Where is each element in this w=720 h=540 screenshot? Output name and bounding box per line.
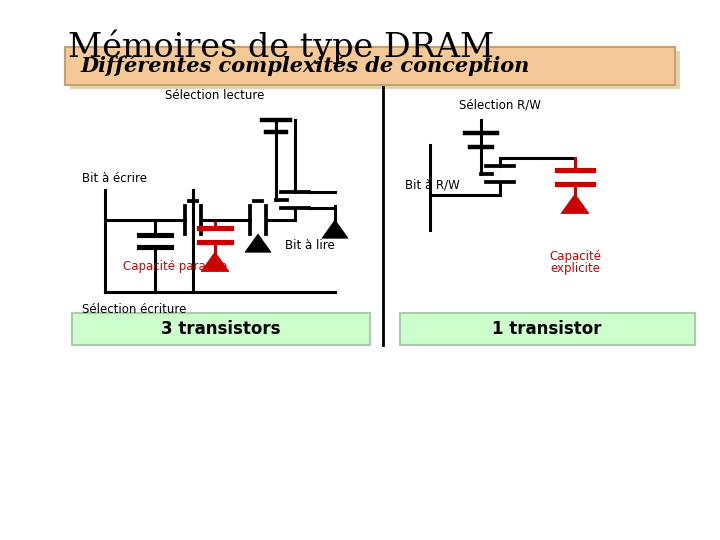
Text: Bit à R/W: Bit à R/W (405, 179, 460, 192)
Text: Capacité parasite: Capacité parasite (123, 260, 227, 273)
FancyBboxPatch shape (400, 313, 695, 345)
Text: 3 transistors: 3 transistors (161, 320, 281, 338)
Text: Bit à lire: Bit à lire (285, 239, 335, 252)
Text: Sélection écriture: Sélection écriture (82, 303, 186, 316)
Text: Bit à écrire: Bit à écrire (82, 172, 147, 185)
Polygon shape (561, 194, 589, 214)
Text: Capacité: Capacité (549, 250, 601, 263)
Text: Sélection lecture: Sélection lecture (166, 89, 265, 102)
Polygon shape (322, 220, 348, 238)
FancyBboxPatch shape (72, 313, 370, 345)
Text: explicite: explicite (550, 262, 600, 275)
FancyBboxPatch shape (70, 51, 680, 89)
Text: 1 transistor: 1 transistor (492, 320, 602, 338)
Polygon shape (201, 252, 229, 272)
Polygon shape (245, 234, 271, 252)
Text: Différentes complexités de conception: Différentes complexités de conception (80, 56, 529, 77)
Text: Sélection R/W: Sélection R/W (459, 99, 541, 112)
FancyBboxPatch shape (65, 47, 675, 85)
Text: Mémoires de type DRAM: Mémoires de type DRAM (68, 30, 494, 64)
